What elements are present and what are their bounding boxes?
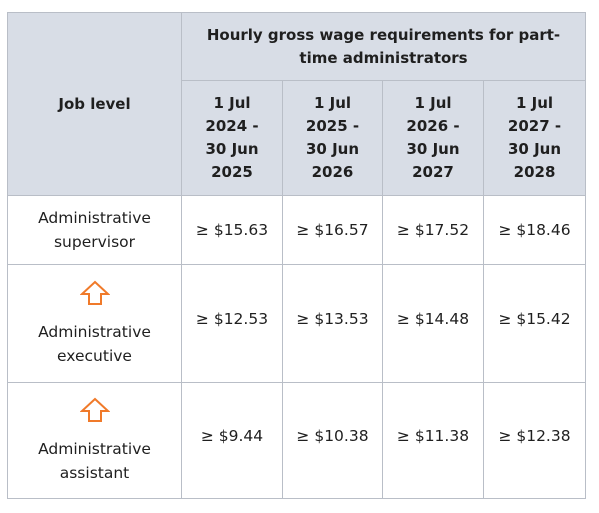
wage-requirements-table: Job level Hourly gross wage requirements… xyxy=(7,12,587,499)
job-level-cell: Administrative executive xyxy=(7,264,182,383)
header-row-group: Job level Hourly gross wage requirements… xyxy=(7,12,587,196)
period-line: 2027 - xyxy=(507,117,562,135)
job-level-label: Administrative supervisor xyxy=(38,209,151,251)
period-line: 2026 - xyxy=(406,117,460,135)
orange-up-arrow-icon xyxy=(78,280,111,306)
job-level-cell: Administrative assistant xyxy=(7,382,182,499)
period-line: 1 Jul xyxy=(213,94,251,112)
wage-value: ≥ $11.38 xyxy=(396,426,470,445)
wage-value: ≥ $16.57 xyxy=(296,221,369,239)
wage-cell: ≥ $14.48 xyxy=(382,264,484,383)
period-line: 1 Jul xyxy=(414,94,452,112)
wage-value: ≥ $17.52 xyxy=(396,221,470,239)
table-row: Administrative assistant ≥ $9.44 ≥ $10.3… xyxy=(7,382,587,499)
wage-value: ≥ $12.53 xyxy=(195,309,269,328)
wage-cell: ≥ $18.46 xyxy=(482,195,587,265)
wage-cell: ≥ $13.53 xyxy=(282,264,383,383)
wage-value: ≥ $15.63 xyxy=(195,221,269,239)
period-line: 2028 xyxy=(513,163,556,181)
wage-value: ≥ $13.53 xyxy=(296,309,369,328)
period-line: 2025 xyxy=(211,163,253,181)
period-header-2026-2027: 1 Jul 2026 - 30 Jun 2027 xyxy=(382,80,484,196)
wage-cell: ≥ $11.38 xyxy=(382,382,484,499)
period-line: 2025 - xyxy=(305,117,360,135)
job-level-label: Administrative assistant xyxy=(38,439,151,482)
period-header-2024-2025: 1 Jul 2024 - 30 Jun 2025 xyxy=(181,80,283,196)
wage-cell: ≥ $16.57 xyxy=(282,195,383,265)
table-body: Administrative supervisor ≥ $15.63 ≥ $16… xyxy=(7,195,587,499)
orange-up-arrow-icon xyxy=(78,397,111,423)
wage-value: ≥ $15.42 xyxy=(498,309,571,328)
job-level-cell: Administrative supervisor xyxy=(7,195,182,265)
wage-cell: ≥ $17.52 xyxy=(382,195,484,265)
period-header-2027-2028: 1 Jul 2027 - 30 Jun 2028 xyxy=(482,80,587,196)
table-row: Administrative executive ≥ $12.53 ≥ $13.… xyxy=(7,264,587,383)
period-line: 2024 - xyxy=(205,117,259,135)
wage-cell: ≥ $10.38 xyxy=(282,382,383,499)
wage-cell: ≥ $15.63 xyxy=(181,195,283,265)
table-row: Administrative supervisor ≥ $15.63 ≥ $16… xyxy=(7,195,587,265)
job-level-label: Administrative executive xyxy=(38,322,151,365)
period-line: 30 Jun xyxy=(406,140,460,158)
period-line: 1 Jul xyxy=(515,94,554,112)
period-header-2025-2026: 1 Jul 2025 - 30 Jun 2026 xyxy=(282,80,383,196)
wage-cell: ≥ $12.38 xyxy=(482,382,587,499)
job-level-header: Job level xyxy=(7,12,182,196)
table-header: Job level Hourly gross wage requirements… xyxy=(7,12,587,196)
wage-value: ≥ $9.44 xyxy=(200,426,264,445)
header-row-periods: 1 Jul 2024 - 30 Jun 2025 1 Jul 2025 - 30… xyxy=(8,80,587,196)
period-line: 2026 xyxy=(311,163,354,181)
period-line: 2027 xyxy=(412,163,454,181)
wage-value: ≥ $18.46 xyxy=(498,221,571,239)
period-line: 30 Jun xyxy=(205,140,259,158)
wage-cell: ≥ $9.44 xyxy=(181,382,283,499)
wage-value: ≥ $14.48 xyxy=(396,309,470,328)
wage-value: ≥ $12.38 xyxy=(498,426,571,445)
period-line: 1 Jul xyxy=(313,94,352,112)
period-line: 30 Jun xyxy=(507,140,562,158)
wage-value: ≥ $10.38 xyxy=(296,426,369,445)
wage-group-header: Hourly gross wage requirements for part-… xyxy=(180,12,587,81)
wage-cell: ≥ $15.42 xyxy=(482,264,587,383)
period-line: 30 Jun xyxy=(305,140,360,158)
wage-cell: ≥ $12.53 xyxy=(181,264,283,383)
